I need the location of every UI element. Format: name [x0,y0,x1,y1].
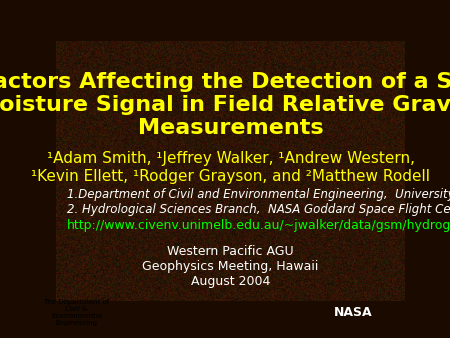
Text: 2. Hydrological Sciences Branch,  NASA Goddard Space Flight Center,  Greenbelt, : 2. Hydrological Sciences Branch, NASA Go… [67,203,450,216]
Text: http://www.civenv.unimelb.edu.au/~jwalker/data/gsm/hydrograce.html: http://www.civenv.unimelb.edu.au/~jwalke… [67,219,450,232]
Text: The Department of
Civil &
Environmental
Engineering: The Department of Civil & Environmental … [43,299,110,326]
Text: Factors Affecting the Detection of a Soil
Moisture Signal in Field Relative Grav: Factors Affecting the Detection of a Soi… [0,72,450,138]
Text: Western Pacific AGU
Geophysics Meeting, Hawaii
August 2004: Western Pacific AGU Geophysics Meeting, … [143,245,319,288]
Text: 1.Department of Civil and Environmental Engineering,  University of Melbourne,  : 1.Department of Civil and Environmental … [67,188,450,201]
Text: ¹Adam Smith, ¹Jeffrey Walker, ¹Andrew Western,
¹Kevin Ellett, ¹Rodger Grayson, a: ¹Adam Smith, ¹Jeffrey Walker, ¹Andrew We… [31,151,430,184]
Text: NASA: NASA [333,306,372,319]
